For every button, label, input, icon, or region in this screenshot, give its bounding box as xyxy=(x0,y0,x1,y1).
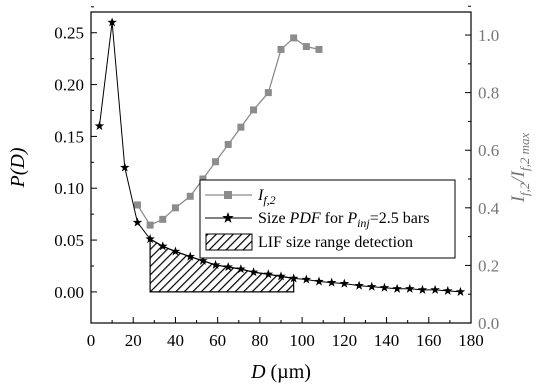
y-right-title-base: I xyxy=(508,194,529,203)
y-left-tick-label: 0.15 xyxy=(54,127,84,146)
y-right-tick-label: 0.0 xyxy=(478,314,499,333)
series-intensity-point xyxy=(224,140,232,148)
legend-marker-square xyxy=(224,191,232,199)
legend-entry-size-pdf: Size PDF for Pinj=2.5 bars xyxy=(205,210,429,230)
x-tick-label: 180 xyxy=(458,331,484,350)
legend-pdf-suffix: =2.5 bars xyxy=(370,210,430,227)
legend-entry-intensity: If,2 xyxy=(205,187,276,207)
legend-pdf-mid: for xyxy=(321,210,348,227)
y-right-title-sub1: f,2 xyxy=(517,182,532,196)
y-left-tick-label: 0.10 xyxy=(54,179,84,198)
series-size-pdf-point xyxy=(339,278,350,288)
series-intensity-point xyxy=(264,89,272,97)
x-tick-label: 40 xyxy=(167,331,184,350)
series-size-pdf-point xyxy=(392,283,402,293)
series-size-pdf-point xyxy=(417,284,428,294)
y-right-tick-label: 1.0 xyxy=(478,26,499,45)
x-axis-title: D (µm) xyxy=(250,361,311,383)
x-title-unit: (µm) xyxy=(266,361,311,383)
legend-entry-lif-range: LIF size range detection xyxy=(205,233,413,251)
x-title-var: D xyxy=(250,361,266,383)
y-left-tick-label: 0.00 xyxy=(54,283,84,302)
x-tick-label: 20 xyxy=(125,331,142,350)
legend-swatch-hatch xyxy=(205,233,253,251)
series-size-pdf-point xyxy=(301,274,312,284)
series-intensity-point xyxy=(315,45,323,53)
y-right-tick-label: 0.4 xyxy=(478,199,500,218)
x-tick-label: 0 xyxy=(87,331,96,350)
series-size-pdf-point xyxy=(354,280,364,290)
x-tick-label: 60 xyxy=(209,331,226,350)
series-intensity-point xyxy=(290,34,298,42)
legend-pdf-p: P xyxy=(346,210,357,227)
y-axis-left-ticks: 0.00 0.05 0.10 0.15 0.20 0.25 xyxy=(54,6,97,302)
legend: If,2 Size PDF for Pinj=2.5 bars LIF size… xyxy=(199,179,456,259)
y-left-tick-label: 0.20 xyxy=(54,76,84,95)
y-right-tick-label: 0.8 xyxy=(478,84,499,103)
plot-frame xyxy=(90,11,472,324)
series-size-pdf-point xyxy=(367,281,377,291)
y-right-title-sub2: f,2 max xyxy=(517,132,532,171)
series-size-pdf-point xyxy=(430,284,440,294)
x-tick-label: 120 xyxy=(332,331,358,350)
legend-label-size-pdf: Size PDF for Pinj=2.5 bars xyxy=(258,210,429,230)
series-intensity-point xyxy=(250,106,258,114)
y-left-tick-label: 0.05 xyxy=(54,231,84,250)
y-left-tick-label: 0.25 xyxy=(54,24,84,43)
series-intensity-point xyxy=(146,221,154,229)
series-intensity-point xyxy=(212,158,220,166)
legend-pdf-pdf: PDF xyxy=(289,210,321,227)
y-axis-right-ticks: 0.0 0.2 0.4 0.6 0.8 1.0 xyxy=(465,5,500,333)
series-intensity-point xyxy=(171,204,179,212)
x-tick-label: 140 xyxy=(374,331,400,350)
series-intensity-point xyxy=(237,123,245,131)
x-tick-label: 80 xyxy=(251,331,268,350)
series-intensity-point xyxy=(133,201,141,209)
x-tick-label: 100 xyxy=(289,331,315,350)
series-size-pdf-point xyxy=(132,217,143,227)
series-intensity-point xyxy=(159,215,167,223)
legend-label-intensity: If,2 xyxy=(257,187,276,207)
series-size-pdf-point xyxy=(379,282,390,292)
series-intensity-point xyxy=(199,175,207,183)
legend-label-lif-range: LIF size range detection xyxy=(258,234,413,251)
legend-intensity-sub: f,2 xyxy=(263,193,275,207)
series-size-pdf-point xyxy=(326,277,337,287)
x-axis-ticks: 0 20 40 60 80 100 120 140 160 180 xyxy=(87,317,484,350)
series-size-pdf-point xyxy=(405,283,415,293)
legend-pdf-sub: inj xyxy=(357,216,370,230)
series-intensity-point xyxy=(302,43,310,51)
legend-pdf-prefix: Size xyxy=(258,210,290,227)
series-size-pdf-point xyxy=(120,162,130,172)
y-right-tick-label: 0.2 xyxy=(478,256,499,275)
x-tick-label: 160 xyxy=(416,331,442,350)
plot-area xyxy=(94,17,466,296)
series-size-pdf-point xyxy=(443,285,453,295)
series-size-pdf-point xyxy=(314,276,324,286)
series-size-pdf-point xyxy=(94,121,105,131)
y-axis-right-title: If,2/If,2 max xyxy=(508,132,532,203)
legend-intensity-base: I xyxy=(257,187,264,204)
series-size-pdf-point xyxy=(455,286,466,296)
series-intensity-point xyxy=(277,45,285,53)
series-intensity-point xyxy=(186,192,194,200)
y-right-tick-label: 0.6 xyxy=(478,141,499,160)
y-axis-left-title: P(D) xyxy=(7,147,29,188)
y-right-title-slash: /I xyxy=(508,169,529,183)
